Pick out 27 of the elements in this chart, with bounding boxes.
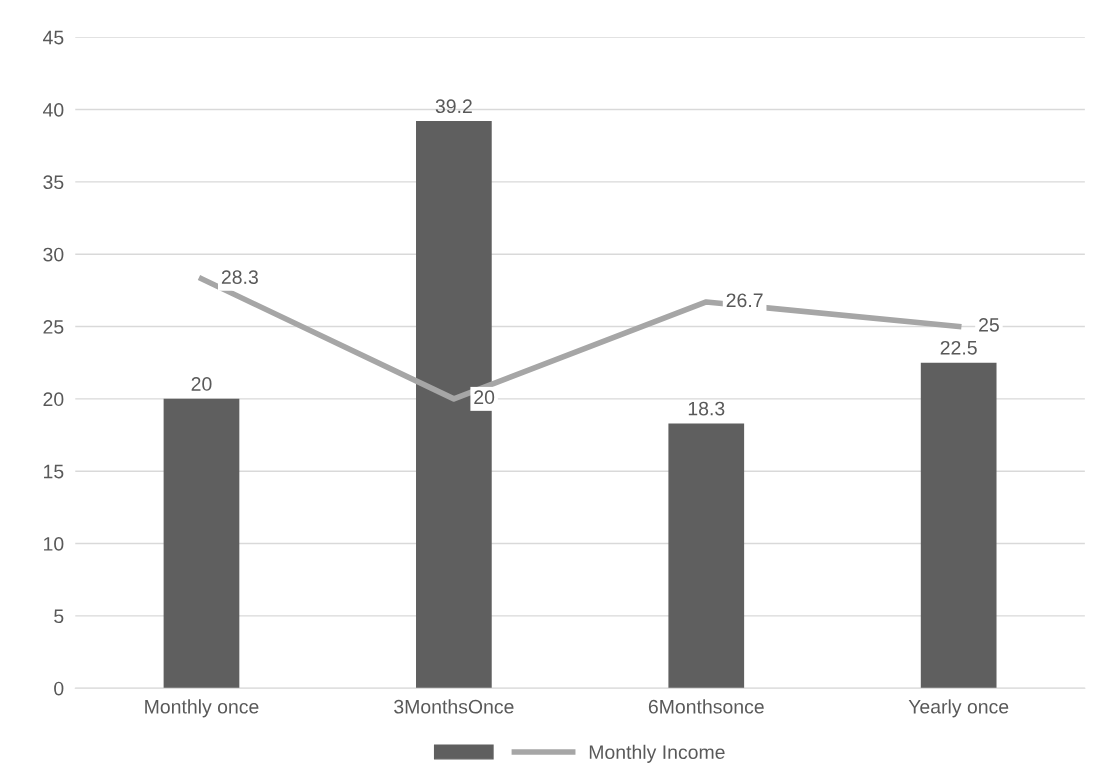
data-label: 22.5 bbox=[940, 340, 977, 355]
legend-label: Monthly Income bbox=[589, 744, 725, 763]
x-tick-label: 6Monthsonce bbox=[648, 699, 764, 714]
bar bbox=[416, 121, 492, 689]
bar bbox=[668, 423, 745, 689]
x-tick-label: Monthly once bbox=[145, 699, 259, 718]
y-tick-label: 35 bbox=[43, 175, 64, 190]
x-tick-label: 3MonthsOnce bbox=[394, 699, 514, 714]
data-label: 39.2 bbox=[435, 99, 472, 114]
y-tick-label: 40 bbox=[42, 103, 64, 117]
y-tick-label: 10 bbox=[44, 537, 64, 551]
y-tick-label: 45 bbox=[42, 30, 64, 45]
data-label: 20 bbox=[191, 377, 212, 391]
bar bbox=[920, 362, 997, 689]
data-label: 18.3 bbox=[688, 401, 725, 416]
y-tick-label: 15 bbox=[44, 464, 64, 479]
y-tick-label: 25 bbox=[43, 320, 64, 334]
data-label: 28.3 bbox=[221, 270, 258, 285]
y-tick-label: 20 bbox=[43, 392, 64, 407]
bar bbox=[163, 398, 240, 689]
data-label: 25 bbox=[979, 317, 999, 332]
y-tick-label: 5 bbox=[54, 609, 64, 624]
data-label: 26.7 bbox=[726, 293, 763, 308]
y-tick-label: 0 bbox=[54, 681, 64, 696]
data-label: 20 bbox=[474, 390, 495, 405]
y-tick-label: 30 bbox=[43, 247, 64, 262]
x-tick-label: Yearly once bbox=[908, 699, 1009, 718]
